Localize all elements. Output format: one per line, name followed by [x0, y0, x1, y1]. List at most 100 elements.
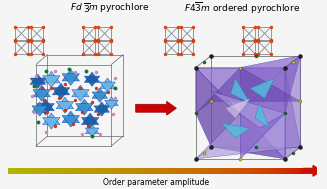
Bar: [143, 168, 145, 174]
Polygon shape: [240, 56, 301, 159]
Polygon shape: [62, 74, 79, 85]
Bar: [167, 168, 169, 174]
Bar: [42, 168, 44, 174]
Bar: [84, 168, 85, 174]
Bar: [203, 168, 204, 174]
Bar: [189, 168, 191, 174]
Bar: [158, 168, 160, 174]
Bar: [72, 168, 74, 174]
Polygon shape: [52, 83, 70, 95]
Bar: [249, 168, 250, 174]
Bar: [32, 168, 33, 174]
Bar: [247, 168, 249, 174]
Bar: [133, 168, 134, 174]
Bar: [295, 168, 297, 174]
Polygon shape: [72, 90, 89, 101]
Bar: [15, 168, 17, 174]
Bar: [179, 168, 181, 174]
Bar: [30, 168, 32, 174]
Bar: [238, 168, 240, 174]
Bar: [290, 168, 292, 174]
Polygon shape: [32, 102, 47, 112]
Polygon shape: [37, 104, 54, 115]
Bar: [207, 168, 209, 174]
Bar: [155, 168, 157, 174]
Bar: [268, 168, 270, 174]
Bar: [23, 168, 25, 174]
Polygon shape: [105, 97, 118, 106]
Bar: [116, 168, 118, 174]
Polygon shape: [62, 111, 79, 123]
Bar: [259, 168, 261, 174]
Bar: [55, 168, 57, 174]
Bar: [130, 168, 131, 174]
Bar: [85, 168, 87, 174]
Bar: [121, 168, 123, 174]
Polygon shape: [43, 118, 60, 129]
Bar: [18, 168, 20, 174]
Bar: [154, 168, 155, 174]
Bar: [150, 168, 152, 174]
Bar: [51, 168, 53, 174]
Bar: [67, 168, 69, 174]
Bar: [157, 168, 158, 174]
Bar: [243, 168, 245, 174]
Bar: [215, 168, 216, 174]
Bar: [269, 168, 271, 174]
Polygon shape: [43, 76, 60, 87]
Bar: [95, 168, 97, 174]
Polygon shape: [250, 78, 274, 98]
Bar: [195, 168, 197, 174]
Polygon shape: [32, 106, 47, 116]
Bar: [160, 168, 161, 174]
Bar: [82, 168, 84, 174]
FancyArrow shape: [136, 101, 176, 115]
Bar: [111, 168, 112, 174]
Bar: [24, 168, 26, 174]
Bar: [69, 168, 71, 174]
Bar: [223, 168, 225, 174]
Bar: [284, 168, 286, 174]
Bar: [136, 168, 137, 174]
Polygon shape: [84, 76, 100, 86]
Polygon shape: [43, 113, 60, 125]
Bar: [35, 168, 36, 174]
Bar: [230, 168, 231, 174]
Bar: [280, 168, 282, 174]
Bar: [109, 168, 111, 174]
Polygon shape: [92, 92, 108, 102]
Bar: [282, 168, 283, 174]
Bar: [119, 168, 121, 174]
Bar: [212, 168, 213, 174]
Bar: [302, 168, 304, 174]
Bar: [293, 168, 295, 174]
Bar: [54, 168, 56, 174]
Bar: [277, 168, 279, 174]
Bar: [78, 168, 79, 174]
Bar: [182, 168, 183, 174]
Bar: [234, 168, 236, 174]
Bar: [36, 168, 38, 174]
Bar: [256, 168, 258, 174]
Bar: [57, 168, 59, 174]
Bar: [235, 168, 237, 174]
Bar: [112, 168, 114, 174]
Polygon shape: [62, 115, 79, 127]
Bar: [137, 168, 139, 174]
Bar: [185, 168, 187, 174]
Bar: [219, 168, 221, 174]
Bar: [12, 168, 14, 174]
Bar: [38, 168, 39, 174]
Bar: [52, 168, 54, 174]
Bar: [237, 168, 239, 174]
Bar: [225, 168, 227, 174]
Polygon shape: [72, 85, 89, 97]
Bar: [177, 168, 179, 174]
Polygon shape: [43, 71, 60, 83]
Polygon shape: [85, 128, 99, 137]
Bar: [39, 168, 41, 174]
Bar: [273, 168, 274, 174]
Bar: [209, 168, 210, 174]
Bar: [21, 168, 23, 174]
Polygon shape: [100, 78, 115, 88]
